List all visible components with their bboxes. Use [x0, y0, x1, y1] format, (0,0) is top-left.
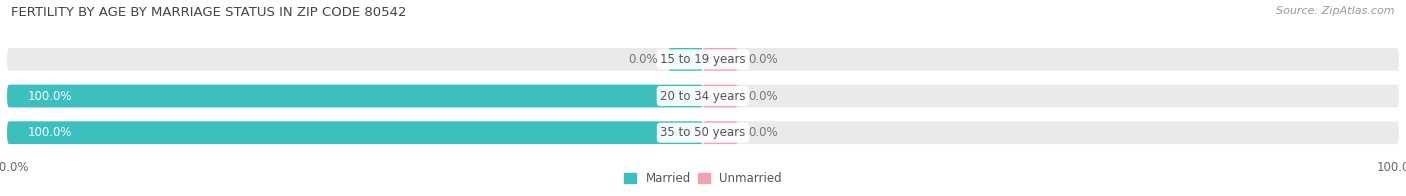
- Text: 100.0%: 100.0%: [28, 126, 73, 139]
- Text: 0.0%: 0.0%: [748, 53, 778, 66]
- FancyBboxPatch shape: [703, 48, 738, 71]
- Text: 20 to 34 years: 20 to 34 years: [661, 90, 745, 103]
- FancyBboxPatch shape: [703, 85, 738, 107]
- FancyBboxPatch shape: [703, 121, 738, 144]
- Legend: Married, Unmarried: Married, Unmarried: [620, 168, 786, 190]
- Text: 0.0%: 0.0%: [628, 53, 658, 66]
- FancyBboxPatch shape: [668, 48, 703, 71]
- Text: 35 to 50 years: 35 to 50 years: [661, 126, 745, 139]
- FancyBboxPatch shape: [7, 121, 1399, 144]
- Text: 15 to 19 years: 15 to 19 years: [661, 53, 745, 66]
- FancyBboxPatch shape: [7, 121, 703, 144]
- FancyBboxPatch shape: [7, 85, 703, 107]
- Text: Source: ZipAtlas.com: Source: ZipAtlas.com: [1277, 6, 1395, 16]
- Text: 0.0%: 0.0%: [748, 90, 778, 103]
- Text: FERTILITY BY AGE BY MARRIAGE STATUS IN ZIP CODE 80542: FERTILITY BY AGE BY MARRIAGE STATUS IN Z…: [11, 6, 406, 19]
- Text: 0.0%: 0.0%: [748, 126, 778, 139]
- Text: 100.0%: 100.0%: [28, 90, 73, 103]
- FancyBboxPatch shape: [7, 85, 1399, 107]
- FancyBboxPatch shape: [7, 48, 1399, 71]
